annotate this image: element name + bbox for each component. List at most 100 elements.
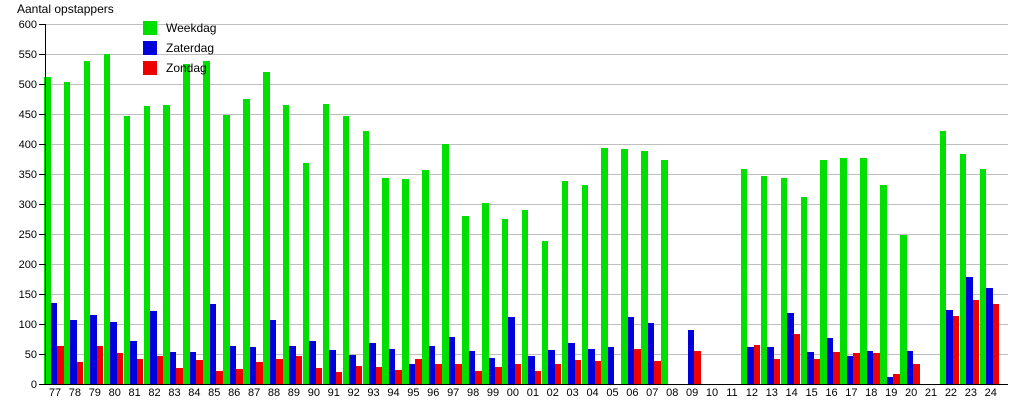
bar-zaterdag-97 [448, 336, 456, 384]
x-tick-label-11: 11 [726, 387, 738, 399]
bar-zaterdag-14 [787, 312, 794, 384]
bar-weekdag-77 [44, 76, 51, 384]
bar-zondag-19 [893, 373, 900, 384]
x-tick-label-83: 83 [168, 387, 181, 399]
x-tick-label-04: 04 [586, 387, 599, 399]
y-tick-label-250: 250 [18, 229, 37, 241]
bar-weekdag-08 [661, 159, 668, 384]
x-tick-label-93: 93 [367, 387, 380, 399]
bar-zondag-09 [694, 351, 701, 384]
bar-zaterdag-05 [607, 347, 615, 384]
x-tick-label-16: 16 [825, 387, 838, 399]
y-tick-label-50: 50 [24, 349, 37, 361]
y-tick-250 [39, 234, 45, 235]
y-tick-200 [39, 264, 45, 265]
bar-weekdag-22 [939, 131, 947, 384]
bar-weekdag-00 [501, 219, 509, 384]
x-tick-label-01: 01 [526, 387, 539, 399]
y-axis [45, 24, 46, 385]
x-tick-label-09: 09 [685, 387, 699, 399]
x-tick-label-06: 06 [626, 387, 639, 399]
bar-weekdag-14 [780, 178, 788, 384]
y-tick-0 [39, 384, 45, 385]
y-tick-500 [39, 84, 45, 85]
bar-zaterdag-03 [568, 343, 575, 384]
x-tick-label-96: 96 [427, 387, 440, 399]
bar-zaterdag-99 [488, 357, 496, 384]
bar-weekdag-98 [462, 216, 469, 384]
bar-zondag-06 [634, 348, 641, 384]
bar-zaterdag-85 [209, 304, 217, 384]
bar-zondag-98 [475, 371, 482, 384]
bar-weekdag-15 [800, 197, 808, 384]
x-tick-label-07: 07 [646, 387, 659, 399]
bar-zondag-83 [176, 368, 183, 384]
y-tick-label-600: 600 [18, 19, 37, 31]
x-tick-label-19: 19 [885, 387, 898, 399]
x-tick-label-85: 85 [208, 387, 221, 399]
bar-weekdag-90 [302, 162, 310, 384]
bar-zondag-97 [455, 364, 462, 384]
bar-weekdag-82 [143, 106, 151, 384]
bar-zondag-94 [395, 369, 402, 384]
x-tick-label-82: 82 [148, 387, 161, 399]
bar-weekdag-16 [820, 159, 827, 384]
bar-zaterdag-01 [528, 356, 535, 384]
bar-zaterdag-07 [647, 322, 655, 384]
bar-zondag-87 [256, 361, 263, 384]
bar-zondag-99 [495, 366, 502, 384]
x-tick-label-15: 15 [805, 387, 818, 399]
gridline-450 [45, 114, 1008, 115]
bar-zondag-96 [435, 363, 442, 384]
x-tick-label-88: 88 [267, 387, 281, 399]
legend-label-weekdag: Weekdag [166, 21, 217, 35]
bar-weekdag-04 [581, 184, 589, 384]
bar-zaterdag-82 [150, 311, 157, 384]
gridline-500 [45, 84, 1008, 85]
gridline-400 [45, 144, 1008, 145]
bar-zaterdag-96 [428, 346, 436, 384]
bar-zaterdag-23 [966, 276, 973, 384]
x-tick-label-08: 08 [666, 387, 679, 399]
bar-weekdag-19 [880, 185, 887, 384]
bar-zondag-13 [773, 359, 781, 384]
bar-weekdag-02 [541, 240, 549, 384]
bar-zaterdag-91 [329, 349, 336, 384]
bar-zondag-77 [57, 346, 64, 384]
bar-zondag-81 [136, 358, 144, 384]
x-tick-label-81: 81 [128, 387, 141, 399]
x-tick-label-94: 94 [387, 387, 400, 399]
bar-zondag-86 [236, 369, 243, 384]
x-tick-label-03: 03 [566, 387, 579, 399]
bar-weekdag-05 [601, 147, 608, 384]
y-tick-label-0: 0 [30, 379, 37, 391]
bar-zondag-90 [315, 368, 323, 384]
x-tick-label-05: 05 [606, 387, 619, 399]
bar-zondag-82 [156, 356, 164, 384]
bar-zondag-16 [833, 351, 840, 384]
x-tick-label-13: 13 [765, 387, 778, 399]
y-tick-600 [39, 24, 45, 25]
bar-weekdag-96 [422, 169, 429, 384]
bar-zondag-03 [574, 360, 582, 384]
bar-zaterdag-77 [50, 303, 57, 384]
x-tick-label-17: 17 [845, 387, 858, 399]
bar-weekdag-01 [521, 210, 529, 384]
x-tick-label-99: 99 [486, 387, 500, 399]
bar-zaterdag-02 [548, 349, 555, 384]
bar-zaterdag-90 [309, 340, 316, 384]
x-tick-label-97: 97 [447, 387, 460, 399]
bar-zaterdag-98 [468, 351, 476, 384]
bar-zaterdag-09 [687, 330, 695, 384]
x-tick-label-95: 95 [407, 387, 420, 399]
bar-zaterdag-95 [408, 363, 416, 384]
legend-chip-zaterdag [143, 41, 157, 55]
bar-weekdag-24 [979, 169, 987, 384]
bar-zaterdag-06 [627, 317, 635, 384]
y-tick-450 [39, 114, 45, 115]
y-tick-label-350: 350 [18, 169, 37, 181]
bar-weekdag-03 [561, 181, 569, 384]
legend-chip-zondag [143, 61, 157, 75]
bar-zaterdag-87 [249, 346, 257, 384]
